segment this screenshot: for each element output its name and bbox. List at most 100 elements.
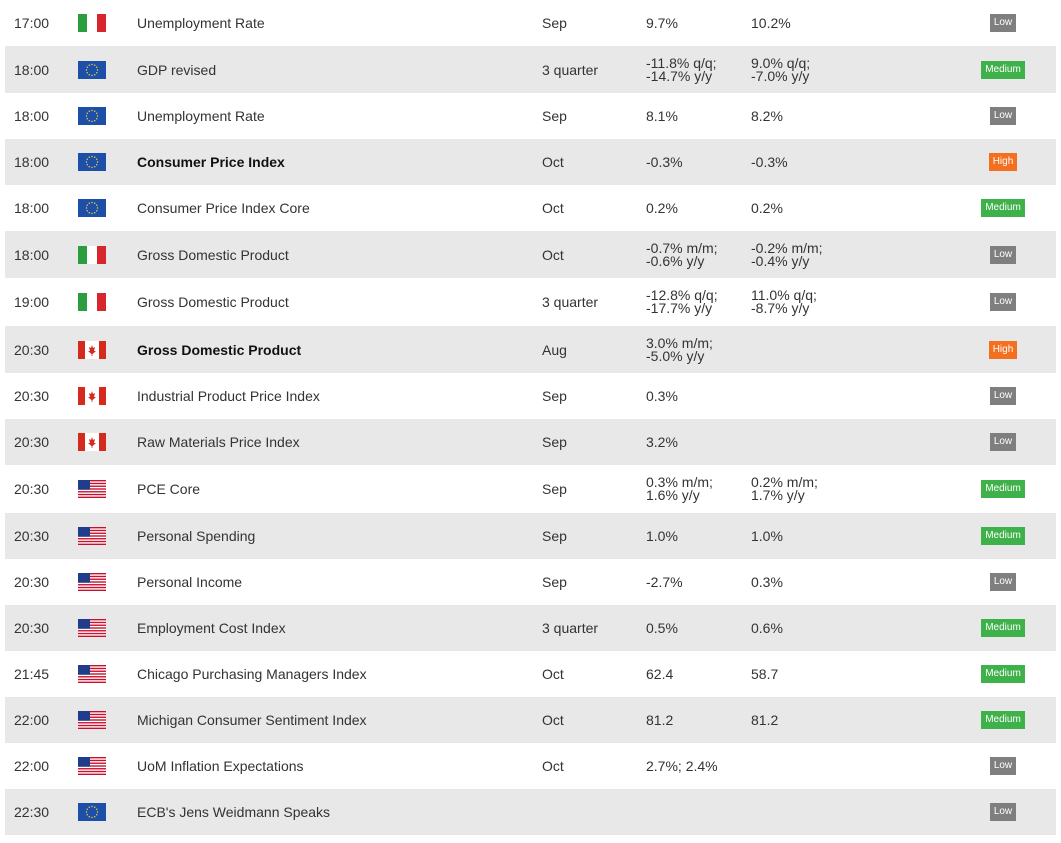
event-period: 3 quarter <box>542 620 599 636</box>
event-period: Sep <box>542 528 567 544</box>
table-row[interactable]: 20:30 Personal Income Sep -2.7% 0.3% Low <box>5 559 1056 605</box>
actual-value-line: 3.0% m/m; <box>646 334 713 351</box>
importance-cell: Low <box>973 559 1033 605</box>
previous-value-line: 11.0% q/q; <box>751 287 817 303</box>
event-name[interactable]: UoM Inflation Expectations <box>137 758 304 774</box>
table-row[interactable]: 18:00 Gross Domestic Product Oct -0.7% m/m;… <box>5 231 1056 278</box>
event-name[interactable]: Personal Spending <box>137 528 256 544</box>
us-flag-icon <box>78 465 106 513</box>
event-name[interactable]: Unemployment Rate <box>137 15 265 31</box>
actual-value-line: 0.2% <box>646 199 678 216</box>
previous-value: 81.2 <box>751 697 778 743</box>
actual-value-line: -14.7% y/y <box>646 67 713 84</box>
actual-value: -0.7% m/m; -0.6% y/y <box>646 231 718 278</box>
table-row[interactable]: 20:30 Personal Spending Sep 1.0% 1.0% Medium <box>5 513 1056 559</box>
event-name[interactable]: Gross Domestic Product <box>137 246 289 263</box>
actual-value-line: 1.6% y/y <box>646 487 700 503</box>
actual-value-line: 9.7% <box>646 14 678 31</box>
table-row[interactable]: 19:00 Gross Domestic Product 3 quarter -12.… <box>5 278 1056 326</box>
importance-badge: High <box>988 153 1018 171</box>
event-period: Sep <box>542 434 567 450</box>
previous-value-line: 9.0% q/q; <box>751 54 811 71</box>
event-time: 20:30 <box>14 620 50 636</box>
importance-cell: High <box>973 139 1033 185</box>
importance-badge: Low <box>989 433 1017 451</box>
actual-value: -2.7% <box>646 559 683 605</box>
previous-value: 0.2% m/m; 1.7% y/y <box>751 465 818 513</box>
table-row[interactable]: 21:45 Chicago Purchasing Managers Index Oc… <box>5 651 1056 697</box>
event-name[interactable]: Michigan Consumer Sentiment Index <box>137 712 367 728</box>
table-row[interactable]: 20:30 Gross Domestic Product Aug 3.0% m/m; -… <box>5 326 1056 373</box>
table-row[interactable]: 18:00 Consumer Price Index Core Oct 0.2% 0.2… <box>5 185 1056 231</box>
event-period: Oct <box>542 200 564 216</box>
previous-value-line: -0.3% <box>751 153 788 170</box>
table-row[interactable]: 20:30 PCE Core Sep 0.3% m/m; 1.6% y/y 0.2% m/… <box>5 465 1056 513</box>
importance-badge: Medium <box>981 527 1025 545</box>
actual-value: 9.7% <box>646 0 678 46</box>
event-period: Sep <box>542 15 567 31</box>
importance-cell: Medium <box>973 605 1033 651</box>
actual-value-line: -0.6% y/y <box>646 252 705 269</box>
previous-value: 58.7 <box>751 651 778 697</box>
table-row[interactable]: 17:00 Unemployment Rate Sep 9.7% 10.2% Low <box>5 0 1056 46</box>
table-row[interactable]: 18:00 Consumer Price Index Oct -0.3% -0.3% Hi… <box>5 139 1056 185</box>
event-name[interactable]: Personal Income <box>137 574 243 590</box>
previous-value-line: -7.0% y/y <box>751 67 810 84</box>
importance-cell: Medium <box>973 465 1033 513</box>
previous-value-line: 1.0% <box>751 527 783 544</box>
event-period: 3 quarter <box>542 61 599 78</box>
importance-badge: Low <box>989 107 1017 125</box>
importance-badge: Medium <box>981 480 1025 498</box>
event-name[interactable]: Gross Domestic Product <box>137 341 302 358</box>
event-name[interactable]: Gross Domestic Product <box>137 294 289 310</box>
eu-flag-icon <box>78 789 106 835</box>
actual-value: 3.0% m/m; -5.0% y/y <box>646 326 713 373</box>
event-period: 3 quarter <box>542 294 599 310</box>
economic-calendar-table: 17:00 Unemployment Rate Sep 9.7% 10.2% Low 18:… <box>5 0 1056 835</box>
actual-value: -12.8% q/q; -17.7% y/y <box>646 278 718 326</box>
event-name[interactable]: Employment Cost Index <box>137 620 286 636</box>
event-name[interactable]: PCE Core <box>137 481 201 497</box>
table-row[interactable]: 20:30 Raw Materials Price Index Sep 3.2% Low <box>5 419 1056 465</box>
us-flag-icon <box>78 605 106 651</box>
event-name[interactable]: Consumer Price Index Core <box>137 200 310 216</box>
actual-value: 62.4 <box>646 651 673 697</box>
previous-value: 10.2% <box>751 0 791 46</box>
eu-flag-icon <box>78 139 106 185</box>
importance-cell: Low <box>973 278 1033 326</box>
event-time: 18:00 <box>14 108 50 124</box>
importance-badge: Medium <box>981 60 1025 79</box>
event-period: Oct <box>542 246 564 263</box>
importance-cell: Low <box>973 231 1033 278</box>
importance-badge: Low <box>989 14 1017 32</box>
event-name[interactable]: GDP revised <box>137 61 217 78</box>
event-time: 20:30 <box>14 434 50 450</box>
event-name[interactable]: Raw Materials Price Index <box>137 434 300 450</box>
previous-value: 0.3% <box>751 559 783 605</box>
actual-value: 0.3% <box>646 373 678 419</box>
actual-value-line: -11.8% q/q; <box>646 54 717 71</box>
event-time: 18:00 <box>14 154 50 170</box>
it-flag-icon <box>78 231 106 278</box>
previous-value-line: 81.2 <box>751 711 779 728</box>
table-row[interactable]: 22:30 ECB's Jens Weidmann Speaks Low <box>5 789 1056 835</box>
previous-value-line: 1.7% y/y <box>751 487 805 503</box>
table-row[interactable]: 20:30 Employment Cost Index 3 quarter 0.5% 0… <box>5 605 1056 651</box>
table-row[interactable]: 22:00 UoM Inflation Expectations Oct 2.7%; … <box>5 743 1056 789</box>
table-row[interactable]: 20:30 Industrial Product Price Index Sep 0.… <box>5 373 1056 419</box>
event-name[interactable]: Consumer Price Index <box>137 154 285 170</box>
table-row[interactable]: 18:00 GDP revised 3 quarter -11.8% q/q; -14.… <box>5 46 1056 93</box>
previous-value-line: 58.7 <box>751 665 779 682</box>
event-time: 22:00 <box>14 712 50 728</box>
importance-cell: Medium <box>973 651 1033 697</box>
event-name[interactable]: Industrial Product Price Index <box>137 388 320 404</box>
table-row[interactable]: 18:00 Unemployment Rate Sep 8.1% 8.2% Low <box>5 93 1056 139</box>
event-name[interactable]: Unemployment Rate <box>137 108 265 124</box>
table-row[interactable]: 22:00 Michigan Consumer Sentiment Index Oc… <box>5 697 1056 743</box>
actual-value: 0.5% <box>646 605 678 651</box>
event-name[interactable]: ECB's Jens Weidmann Speaks <box>137 804 331 820</box>
event-name[interactable]: Chicago Purchasing Managers Index <box>137 666 367 682</box>
event-time: 17:00 <box>14 15 50 31</box>
actual-value-line: -0.7% m/m; <box>646 239 718 256</box>
us-flag-icon <box>78 513 106 559</box>
